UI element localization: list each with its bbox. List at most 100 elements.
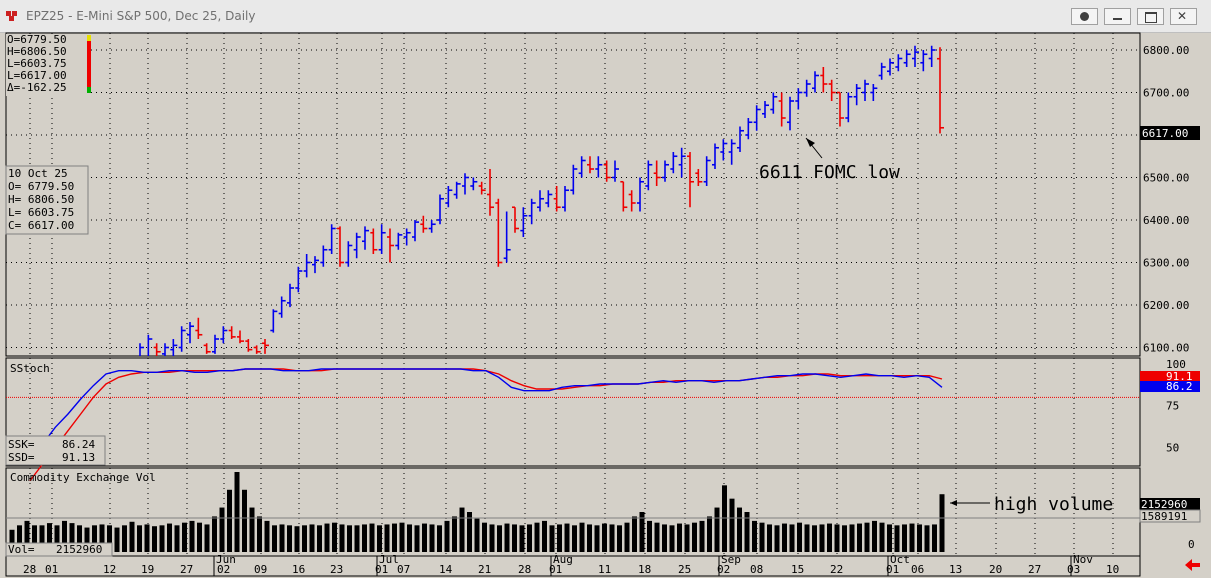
volume-bar (654, 522, 660, 552)
price-bar (295, 266, 303, 293)
volume-bar (414, 525, 420, 552)
volume-tag (1140, 498, 1200, 510)
volume-avg-tag (1139, 509, 1201, 523)
volume-bar (744, 512, 750, 552)
price-y-tick: 6500.00 (1143, 172, 1189, 185)
info-open: O= 6779.50 (8, 180, 74, 193)
volume-bar (684, 524, 690, 552)
volume-bar (399, 522, 405, 552)
x-tick-label: 28 (23, 563, 36, 576)
last-price-tag-text: 6617.00 (1142, 127, 1188, 140)
minimize-button[interactable] (1104, 8, 1131, 25)
fomc-arrow-head (806, 138, 815, 147)
volume-bar (497, 525, 502, 552)
ssk-tag-text: 86.2 (1166, 380, 1193, 393)
volume-bar (504, 523, 510, 552)
volume-bar (714, 507, 720, 552)
price-bar (337, 226, 344, 267)
price-bar (203, 343, 211, 354)
x-tick-label: 02 (717, 563, 730, 576)
x-tick-label: 10 (1106, 563, 1119, 576)
price-bar (353, 232, 361, 259)
volume-bar (872, 520, 877, 552)
volume-bar (519, 525, 525, 552)
volume-bar (422, 523, 427, 552)
volume-bar (309, 524, 315, 552)
volume-bar (467, 512, 472, 552)
close-button[interactable]: ✕ (1170, 8, 1197, 25)
volume-bar (219, 507, 225, 552)
scroll-left-icon[interactable] (1185, 559, 1200, 571)
price-bar (487, 169, 494, 216)
price-bar (812, 71, 819, 93)
price-bar (378, 224, 386, 254)
price-bar (603, 160, 611, 182)
change-gauge (87, 35, 91, 93)
volume-bars (6, 472, 1140, 552)
volume-bar (527, 524, 532, 552)
volume-bar (429, 524, 435, 552)
price-y-tick: 6400.00 (1143, 214, 1189, 227)
ssk-value: 86.24 (62, 438, 95, 451)
x-tick-label: 01 (549, 563, 562, 576)
volume-bar (324, 523, 330, 552)
price-bar (403, 228, 411, 246)
x-tick-label: 01 (375, 563, 388, 576)
volume-value: 2152960 (56, 543, 102, 556)
stoch-y-tick: 100 (1166, 358, 1186, 371)
month-label: Oct (890, 553, 910, 566)
volume-bar (677, 523, 682, 552)
price-bar (370, 228, 378, 254)
last-price-tag (1140, 126, 1200, 140)
price-bar (453, 181, 461, 199)
volume-bar (347, 525, 352, 552)
price-bar (178, 326, 186, 352)
volume-bar (9, 529, 15, 552)
volume-bar (114, 527, 120, 552)
price-bar (762, 101, 769, 118)
ohlc-change: Δ=-162.25 (7, 81, 67, 94)
price-bar (712, 143, 719, 169)
price-bar (545, 190, 553, 208)
price-bar (745, 118, 753, 140)
volume-bar (722, 485, 727, 552)
volume-bar (459, 507, 465, 552)
volume-bar (234, 472, 240, 552)
volume-bar (902, 524, 907, 552)
x-tick-label: 08 (750, 563, 763, 576)
price-bar (328, 224, 336, 254)
x-tick-label: 23 (330, 563, 343, 576)
volume-bar (122, 525, 127, 552)
x-tick-label: 06 (911, 563, 924, 576)
x-tick-label: 07 (397, 563, 410, 576)
price-bar (753, 105, 761, 131)
ohlc-readout-bg (6, 34, 88, 96)
price-bar (937, 47, 944, 134)
volume-bar (602, 523, 607, 552)
volume-avg-tag-text: 1589191 (1141, 510, 1187, 523)
circle-button[interactable] (1071, 8, 1098, 25)
time-axis (5, 555, 1141, 577)
volume-bar (377, 525, 382, 552)
price-bars (139, 45, 944, 356)
volume-bar (797, 522, 802, 552)
ssk-tag (1140, 381, 1200, 392)
volume-bar (279, 524, 285, 552)
restore-button[interactable] (1137, 8, 1164, 25)
change-gauge-top (87, 35, 91, 41)
volume-bar (572, 525, 577, 552)
volume-bar (354, 525, 360, 552)
volume-bar (69, 523, 75, 552)
price-bar (870, 84, 878, 101)
price-bar (228, 326, 236, 339)
price-bar (845, 92, 853, 123)
volume-bar (594, 525, 600, 552)
circle-icon (1080, 12, 1089, 21)
price-bar (662, 160, 669, 182)
volume-bar (99, 524, 105, 552)
x-tick-label: 02 (217, 563, 230, 576)
volume-bar (384, 524, 390, 552)
price-bar (303, 254, 311, 278)
volume-bar (39, 525, 45, 552)
price-bar (570, 164, 578, 195)
